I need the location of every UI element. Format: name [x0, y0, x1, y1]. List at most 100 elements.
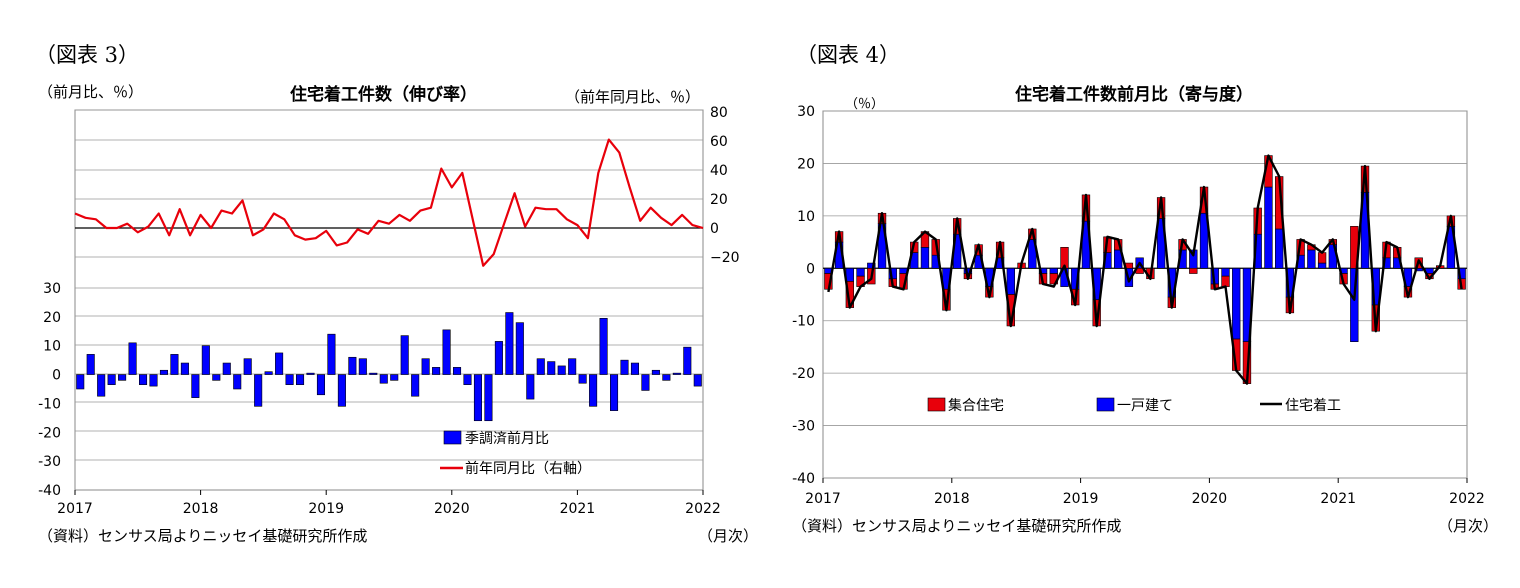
- bar: [683, 346, 692, 375]
- bar: [369, 372, 378, 375]
- yoy-line: [74, 138, 704, 267]
- bar: [693, 374, 702, 387]
- bar: [390, 374, 399, 381]
- y-tick-label: 20: [797, 156, 815, 172]
- bar: [515, 322, 524, 375]
- bar: [254, 374, 263, 407]
- figure-3-source: （資料）センサス局よりニッセイ基礎研究所作成: [38, 527, 368, 545]
- y-tick-label: -30: [792, 419, 815, 435]
- bar: [547, 361, 556, 375]
- right-tick-label: 60: [710, 134, 728, 150]
- left-tick-label: 30: [43, 281, 61, 297]
- bar: [264, 371, 273, 375]
- single-family-bar: [1264, 186, 1273, 269]
- x-tick-label: 2019: [1063, 491, 1099, 507]
- bar: [86, 354, 95, 375]
- single-family-bar: [1221, 267, 1230, 277]
- bar: [452, 367, 462, 375]
- legend-swatch-bars: [443, 430, 462, 445]
- single-family-bar: [1006, 267, 1016, 295]
- legend-label-single-family: 一戸建て: [1117, 398, 1173, 414]
- bar: [526, 374, 535, 400]
- bar: [243, 358, 252, 375]
- bar: [233, 374, 242, 390]
- x-tick-label: 2021: [1320, 491, 1356, 507]
- left-tick-label: 0: [52, 368, 61, 384]
- bar: [620, 359, 629, 375]
- bar: [421, 358, 430, 375]
- x-tick-label: 2021: [560, 501, 596, 517]
- legend-swatch-multi-family: [927, 397, 946, 412]
- single-family-bar: [1307, 249, 1316, 269]
- bar: [494, 341, 503, 375]
- y-tick-label: -20: [792, 366, 815, 382]
- figure-3-title: 住宅着工件数（伸び率）: [290, 85, 477, 105]
- y-tick-label: 0: [806, 261, 815, 277]
- single-family-bar: [845, 267, 855, 282]
- bar: [275, 352, 284, 375]
- x-tick-label: 2018: [934, 491, 970, 507]
- x-tick-label: 2019: [308, 501, 344, 517]
- single-family-bar: [1049, 267, 1058, 274]
- x-tick-label: 2022: [685, 501, 721, 517]
- plot-frame: [822, 110, 1468, 479]
- bar: [484, 374, 493, 422]
- x-tick-label: 2018: [183, 501, 219, 517]
- bar: [337, 374, 346, 407]
- single-family-bar: [1317, 262, 1327, 269]
- bar: [139, 374, 148, 385]
- bar: [609, 374, 619, 411]
- bar: [170, 354, 179, 375]
- left-tick-label: 10: [43, 339, 61, 355]
- bar: [473, 374, 483, 422]
- bar: [180, 362, 189, 375]
- x-tick-label: 2020: [434, 501, 470, 517]
- bar: [641, 374, 650, 391]
- y-tick-label: -40: [792, 471, 815, 487]
- bar: [191, 374, 200, 398]
- legend-label-total: 住宅着工: [1285, 398, 1341, 414]
- figure-3-label: （図表 3）: [35, 43, 140, 67]
- bar: [358, 358, 367, 375]
- x-tick-label: 2020: [1192, 491, 1228, 507]
- chart-3: -40 -30 -20 -10 0 10 20 30 80 60 40 20 0 −20 2017 2018 2…: [38, 105, 739, 517]
- legend-swatch-single-family: [1096, 397, 1115, 412]
- bar: [599, 317, 608, 375]
- bar: [557, 365, 566, 375]
- bar: [672, 372, 681, 375]
- bar: [463, 374, 472, 385]
- bar: [630, 362, 640, 375]
- bar: [128, 342, 137, 375]
- figure-4-title: 住宅着工件数前月比（寄与度）: [1015, 85, 1253, 105]
- y-tick-label: 30: [797, 104, 815, 120]
- y-unit-label: （％）: [845, 97, 885, 112]
- multi-family-bar: [1317, 252, 1327, 264]
- bar: [201, 345, 210, 375]
- bar: [316, 374, 326, 396]
- figure-3-x-unit: （月次）: [698, 527, 759, 545]
- bar: [107, 374, 116, 385]
- x-tick-label: 2022: [1449, 491, 1485, 507]
- bar: [536, 358, 545, 375]
- left-tick-label: 20: [43, 310, 61, 326]
- bar: [379, 374, 388, 384]
- figure-4-x-unit: （月次）: [1438, 517, 1499, 535]
- left-tick-label: -10: [38, 396, 61, 412]
- bar: [589, 374, 598, 407]
- bar: [295, 374, 305, 385]
- bar: [97, 374, 106, 397]
- left-tick-label: -30: [38, 454, 61, 470]
- bar: [400, 335, 409, 375]
- single-family-bar: [856, 267, 865, 277]
- bar: [662, 374, 671, 381]
- bar: [222, 362, 231, 375]
- bar: [149, 374, 158, 387]
- multi-family-bar: [1221, 275, 1230, 287]
- left-tick-label: -40: [38, 483, 61, 499]
- bar: [432, 367, 441, 375]
- bar: [505, 312, 514, 375]
- x-tick-label: 2017: [805, 491, 841, 507]
- right-tick-label: 80: [710, 105, 728, 121]
- right-axis-unit-label: （前年同月比、％）: [565, 88, 701, 106]
